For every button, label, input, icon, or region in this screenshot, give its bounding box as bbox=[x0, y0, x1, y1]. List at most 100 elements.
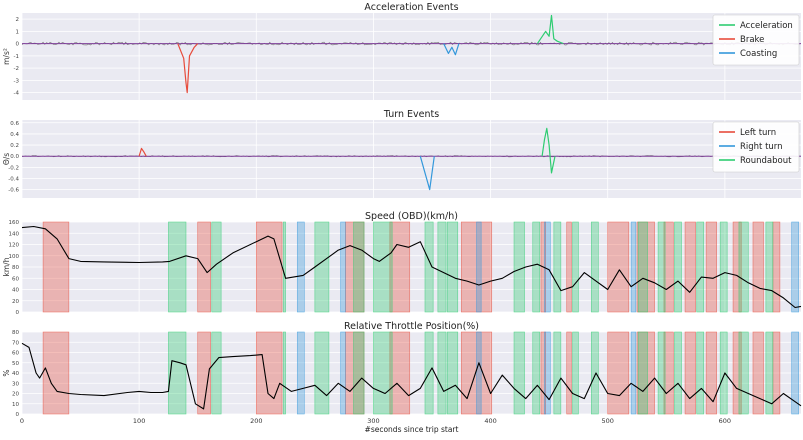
event-span-brake bbox=[684, 221, 696, 313]
event-span-acceleration bbox=[282, 221, 286, 313]
event-span-brake bbox=[732, 221, 742, 313]
event-span-acceleration bbox=[314, 221, 330, 313]
y-tick-label: 140 bbox=[9, 231, 20, 237]
event-span-brake bbox=[663, 331, 674, 415]
y-axis-label: km/h bbox=[2, 257, 11, 276]
event-span-brake bbox=[607, 221, 630, 313]
event-span-coasting bbox=[296, 221, 305, 313]
event-span-acceleration bbox=[513, 221, 525, 313]
y-tick-label: 0.4 bbox=[10, 132, 19, 138]
event-span-brake bbox=[566, 331, 572, 415]
event-span-acceleration bbox=[532, 331, 541, 415]
y-tick-label: 80 bbox=[12, 265, 19, 271]
y-tick-label: 20 bbox=[12, 299, 19, 305]
y-tick-label: 0 bbox=[16, 412, 20, 418]
panel-title: Relative Throttle Position(%) bbox=[344, 321, 479, 332]
event-span-acceleration bbox=[168, 331, 187, 415]
y-tick-label: 100 bbox=[9, 254, 20, 260]
event-span-acceleration bbox=[532, 221, 541, 313]
event-span-acceleration bbox=[211, 331, 222, 415]
legend-entry: Acceleration bbox=[740, 21, 793, 31]
y-tick-label: 160 bbox=[9, 220, 20, 226]
event-span-acceleration bbox=[553, 331, 562, 415]
event-span-acceleration bbox=[674, 221, 682, 313]
event-span-acceleration bbox=[738, 331, 749, 415]
panel-title: Acceleration Events bbox=[364, 2, 458, 13]
event-span-brake bbox=[389, 331, 411, 415]
event-span-coasting bbox=[296, 331, 305, 415]
plot-area bbox=[22, 13, 801, 100]
series-line-roundabout bbox=[541, 127, 556, 174]
legend-entry: Right turn bbox=[740, 142, 783, 152]
event-span-brake bbox=[705, 221, 717, 313]
event-span-brake bbox=[684, 331, 696, 415]
event-span-coasting bbox=[791, 331, 799, 415]
x-tick-label: 300 bbox=[367, 417, 379, 425]
event-span-coasting bbox=[476, 331, 482, 415]
event-span-acceleration bbox=[314, 331, 330, 415]
y-tick-label: 80 bbox=[12, 330, 19, 336]
event-span-brake bbox=[255, 331, 283, 415]
panel-2: Speed (OBD)(km/h) 160 140 120 100 80 60 40 20 0 km… bbox=[2, 211, 802, 316]
series-line bbox=[21, 342, 802, 410]
x-tick-label: 400 bbox=[484, 417, 496, 425]
y-tick-label: 0 bbox=[16, 310, 20, 316]
event-span-acceleration bbox=[765, 221, 774, 313]
event-span-coasting bbox=[340, 221, 346, 313]
event-span-acceleration bbox=[553, 221, 562, 313]
x-axis-label: #seconds since trip start bbox=[365, 425, 459, 434]
panel-title: Turn Events bbox=[383, 109, 439, 120]
x-tick-label: 200 bbox=[250, 417, 262, 425]
event-span-acceleration bbox=[572, 221, 579, 313]
event-span-acceleration bbox=[591, 221, 599, 313]
event-span-acceleration bbox=[657, 331, 666, 415]
event-span-acceleration bbox=[591, 331, 599, 415]
event-span-acceleration bbox=[765, 331, 774, 415]
y-tick-label: 0.2 bbox=[10, 143, 19, 149]
event-span-acceleration bbox=[657, 221, 666, 313]
event-span-acceleration bbox=[373, 221, 393, 313]
y-tick-label: 10 bbox=[12, 402, 19, 408]
event-span-brake bbox=[389, 221, 411, 313]
legend-entry: Coasting bbox=[740, 49, 777, 59]
y-tick-label: 0.0 bbox=[10, 154, 19, 160]
event-span-brake bbox=[197, 331, 211, 415]
legend-entry: Brake bbox=[740, 35, 764, 45]
legend: Left turn Right turn Roundabout bbox=[712, 121, 800, 173]
series-line-coasting bbox=[443, 43, 460, 56]
y-tick-label: -2 bbox=[14, 66, 19, 72]
series-line bbox=[21, 225, 802, 309]
x-tick-label: 600 bbox=[719, 417, 731, 425]
y-axis-label: m/s² bbox=[2, 48, 11, 65]
y-tick-label: -0.2 bbox=[8, 165, 19, 171]
event-span-brake bbox=[566, 221, 572, 313]
y-tick-label: -3 bbox=[14, 78, 20, 84]
event-span-brake bbox=[705, 331, 717, 415]
event-span-coasting bbox=[630, 331, 637, 415]
panel-3: Relative Throttle Position(%) 80 70 60 50 40 3… bbox=[2, 321, 802, 434]
event-span-coasting bbox=[340, 331, 346, 415]
y-tick-label: 120 bbox=[9, 243, 20, 249]
y-tick-label: 60 bbox=[12, 351, 19, 357]
event-span-brake bbox=[42, 221, 70, 313]
event-span-acceleration bbox=[637, 221, 648, 313]
panel-1: Turn Events 0.6 0.4 0.2 0.0 -0.2 -0.4 -0.6 Θ/s Le… bbox=[2, 109, 801, 198]
y-tick-label: 40 bbox=[12, 371, 19, 377]
y-tick-label: 1 bbox=[16, 29, 20, 35]
y-tick-label: 20 bbox=[12, 392, 19, 398]
series-line-right-turn bbox=[419, 156, 435, 191]
y-tick-label: -0.4 bbox=[8, 177, 19, 183]
event-span-coasting bbox=[630, 221, 637, 313]
y-tick-label: -1 bbox=[14, 54, 19, 60]
y-axis-label: Θ/s bbox=[2, 153, 11, 165]
series-line-left-turn bbox=[138, 147, 147, 157]
event-span-acceleration bbox=[437, 331, 447, 415]
y-tick-label: 30 bbox=[12, 381, 19, 387]
event-span-acceleration bbox=[446, 331, 459, 415]
x-tick-label: 0 bbox=[20, 417, 24, 425]
y-tick-label: -4 bbox=[14, 91, 20, 97]
legend-entry: Left turn bbox=[740, 128, 776, 138]
event-span-coasting bbox=[544, 221, 551, 313]
x-tick-label: 500 bbox=[602, 417, 614, 425]
